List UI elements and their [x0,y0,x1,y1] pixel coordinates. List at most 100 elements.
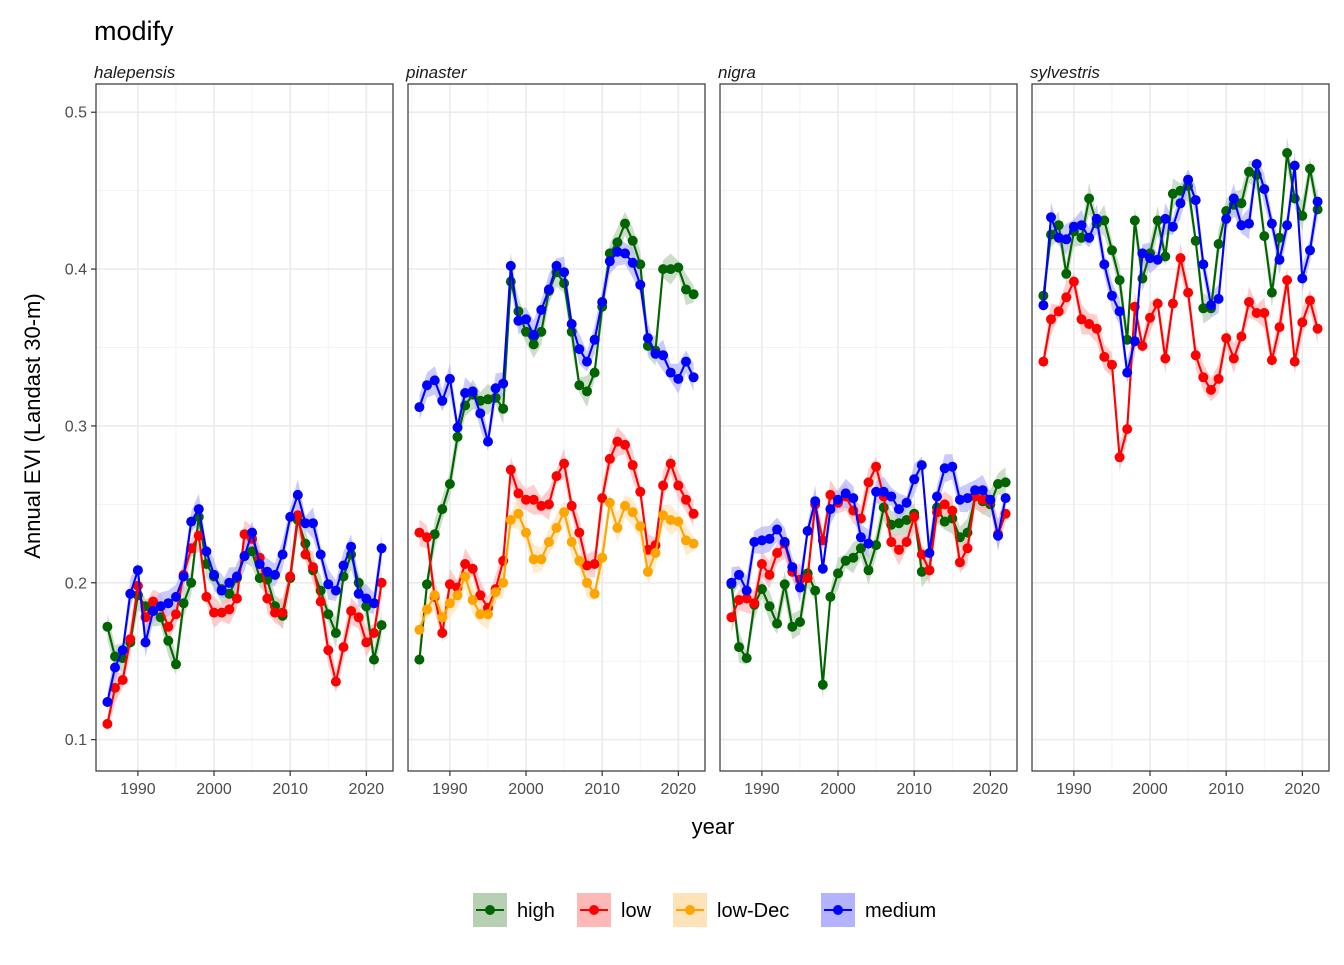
data-point [521,494,531,505]
data-point [559,458,570,469]
data-point [604,248,615,259]
data-point [498,403,509,414]
data-point [1282,275,1293,286]
data-point [985,494,996,505]
data-point [1076,232,1087,243]
chart-title: modify [94,16,174,46]
data-point [749,537,760,547]
data-point [612,246,623,257]
data-point [855,543,866,554]
data-point [528,494,539,505]
data-point [163,598,174,609]
data-point [878,486,889,497]
data-point [171,609,181,620]
data-point [498,378,509,389]
data-point [1228,193,1239,204]
data-point [1312,196,1323,207]
data-point [612,237,623,248]
data-point [330,676,341,687]
data-point [597,493,608,504]
data-point [1107,359,1117,370]
data-point [285,511,296,522]
data-point [414,402,425,413]
data-point [817,679,828,690]
data-point [673,480,684,491]
data-point [627,235,638,246]
data-point [954,557,965,568]
data-point [1244,297,1254,307]
data-point [452,422,463,433]
data-point [726,612,737,623]
data-point [353,577,364,588]
data-point [521,314,531,325]
data-point [201,591,212,602]
data-point [1266,355,1277,366]
data-point [361,593,372,604]
data-point [627,460,638,471]
data-point [1251,159,1262,169]
data-point [1236,220,1247,231]
data-point [148,596,159,607]
data-point [505,260,516,271]
data-point [475,408,486,419]
ribbons [107,479,382,732]
data-point [1122,334,1133,345]
data-point [848,552,859,563]
data-point [1061,268,1072,279]
data-point [1091,323,1102,334]
data-point [612,436,623,447]
data-point [300,518,311,529]
y-tick-label: 0.5 [65,105,87,122]
data-point [871,540,882,551]
data-point [1221,333,1232,344]
data-point [536,500,547,511]
data-point [193,504,204,515]
x-tick-label: 2000 [508,781,544,798]
data-point [787,621,798,632]
data-point [422,380,432,391]
data-point [437,612,448,623]
x-tick-label: 2020 [349,781,385,798]
data-point [802,573,813,584]
data-point [528,339,539,350]
x-tick-label: 2020 [973,781,1009,798]
data-point [543,537,554,547]
data-point [1038,300,1049,311]
data-point [681,356,691,367]
legend-point [485,905,495,915]
data-point [589,588,600,599]
data-point [1137,248,1148,259]
data-point [277,607,288,618]
data-point [315,549,326,560]
data-point [361,601,372,612]
data-point [855,532,866,543]
data-point [422,579,432,590]
data-point [247,546,258,557]
data-point [635,486,646,497]
data-point [369,654,379,665]
data-point [681,535,691,546]
data-point [467,563,478,574]
data-point [802,526,813,536]
data-point [1228,353,1239,364]
data-point [894,504,904,515]
x-tick-label: 2000 [1132,781,1168,798]
ribbon-low [419,427,694,643]
data-point [110,662,120,673]
data-point [658,350,669,361]
data-point [209,607,219,618]
data-point [171,591,181,602]
data-point [620,500,630,511]
data-point [833,568,843,579]
data-point [1183,287,1194,298]
data-point [1145,312,1155,323]
data-point [490,587,501,598]
data-point [513,508,524,519]
data-point [270,569,280,580]
data-point [566,319,577,329]
data-point [604,497,615,508]
data-point [947,505,958,516]
data-point [308,518,318,529]
